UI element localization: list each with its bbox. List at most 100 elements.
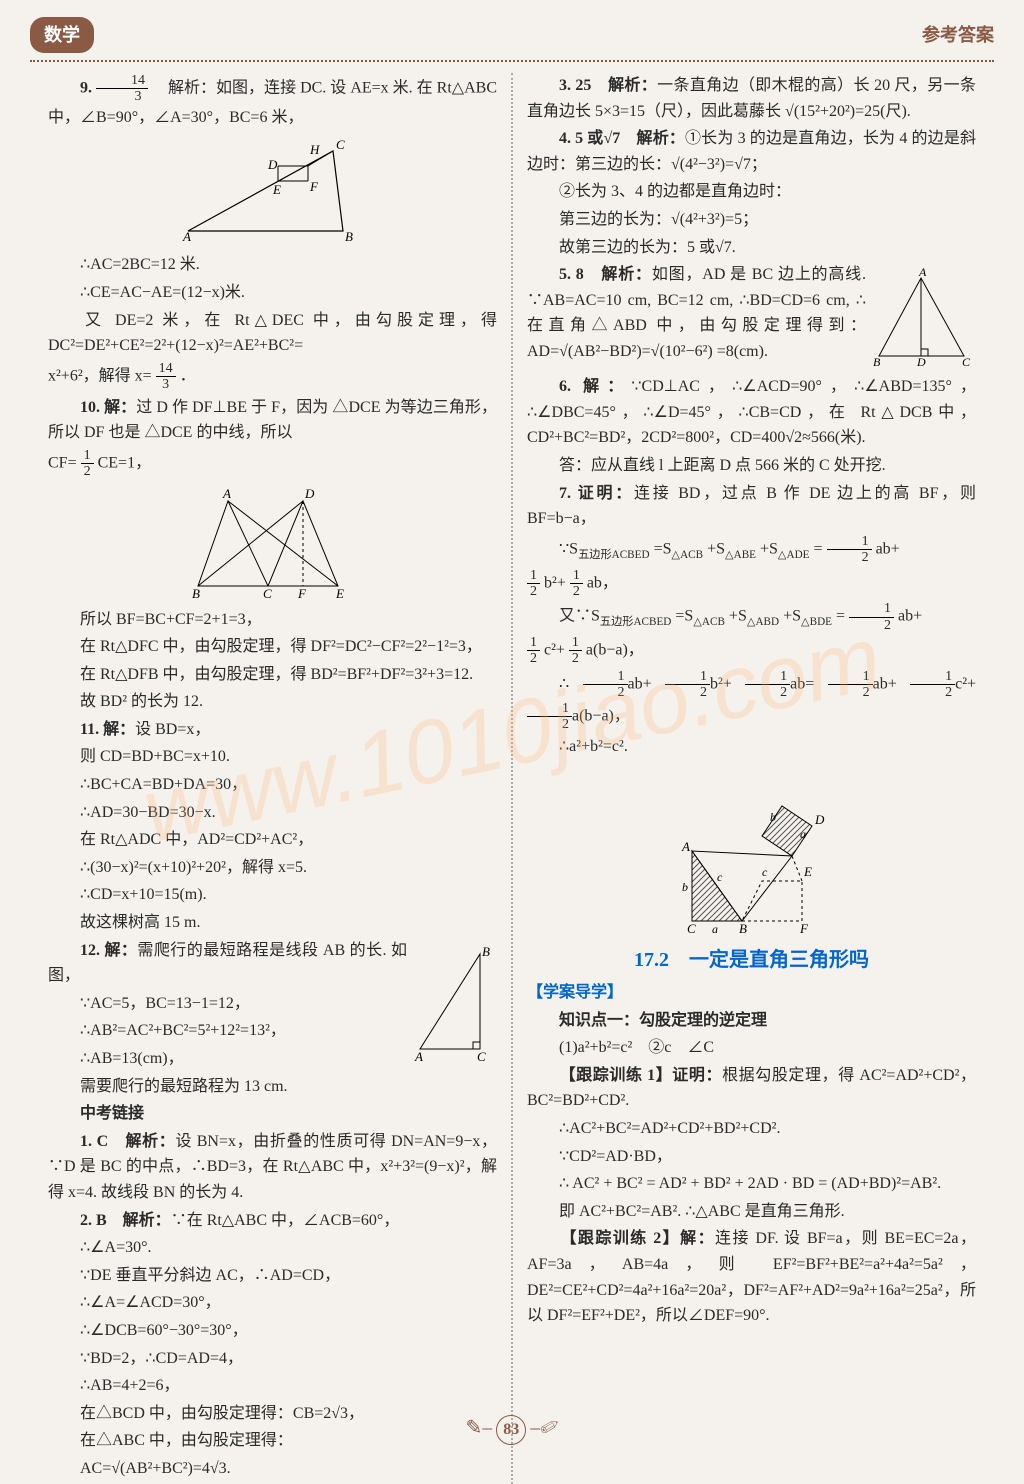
q6: 6. 解：∵CD⊥AC，∴∠ACD=90°，∴∠ABD=135°，∴∠DBC=4…	[527, 374, 976, 451]
svg-text:D: D	[916, 355, 926, 368]
zk2-p6: ∵BD=2，∴CD=AD=4，	[48, 1346, 497, 1372]
svg-text:B: B	[482, 944, 490, 959]
svg-text:b: b	[682, 880, 688, 894]
svg-text:E: E	[272, 182, 281, 197]
svg-text:C: C	[477, 1049, 486, 1064]
svg-text:A: A	[918, 268, 927, 279]
deco-left-icon: ✎⎯	[466, 1417, 493, 1439]
q4-p3: 第三边的长为：√(4²+3²)=5；	[527, 207, 976, 233]
q4-p2: ②长为 3、4 的边都是直角边时：	[527, 179, 976, 205]
zhongkao-title: 中考链接	[48, 1101, 497, 1127]
xadx: 【学案导学】	[527, 980, 976, 1006]
zk2-p7: ∴AB=4+2=6，	[48, 1373, 497, 1399]
left-column: 9. 143 解析：如图，连接 DC. 设 AE=x 米. 在 Rt△ABC 中…	[40, 73, 511, 1484]
q10-p4: 故 BD² 的长为 12.	[48, 689, 497, 715]
deco-right-icon: ⎯✐	[530, 1417, 558, 1439]
figure-q12: A C B	[407, 944, 497, 1096]
svg-text:F: F	[799, 921, 809, 936]
q12-p2: ∵AC=5，BC=13−1=12，	[48, 991, 407, 1017]
header-divider	[30, 60, 994, 63]
zk2-p2: ∴∠A=30°.	[48, 1235, 497, 1261]
svg-text:B: B	[873, 355, 881, 368]
q12-p4: ∴AB=13(cm)，	[48, 1046, 407, 1072]
svg-text:c: c	[717, 870, 723, 884]
q11-p2: 则 CD=BD+BC=x+10.	[48, 744, 497, 770]
q7-eq3: ∴ 12ab+ 12b²+ 12ab= 12ab+ 12c²+ 12a(b−a)…	[527, 669, 976, 733]
svg-text:A: A	[222, 486, 231, 501]
content-columns: 9. 143 解析：如图，连接 DC. 设 AE=x 米. 在 Rt△ABC 中…	[0, 73, 1024, 1484]
q10-p1: 所以 BF=BC+CF=2+1=3，	[48, 607, 497, 633]
svg-text:C: C	[687, 921, 696, 936]
q12: 12. 解：需爬行的最短路程是线段 AB 的长. 如图，	[48, 938, 407, 989]
zk2-p4: ∴∠A=∠ACD=30°，	[48, 1290, 497, 1316]
q9-line: 9. 143 解析：如图，连接 DC. 设 AE=x 米. 在 Rt△ABC 中…	[48, 73, 497, 130]
q9-l3: 又 DE=2 米，在 Rt△DEC 中，由勾股定理，得 DC²=DE²+CE²=…	[48, 308, 497, 359]
zsd1-p1: (1)a²+b²=c² ②c ∠C	[527, 1035, 976, 1061]
gz1-p3: ∵CD²=AD·BD，	[527, 1144, 976, 1170]
svg-text:D: D	[304, 486, 315, 501]
q11-p3: ∴BC+CA=BD+DA=30，	[48, 772, 497, 798]
q9-l2: ∴CE=AC−AE=(12−x)米.	[48, 280, 497, 306]
q10: 10. 解：过 D 作 DF⊥BE 于 F，因为 △DCE 为等边三角形，所以 …	[48, 395, 497, 446]
q9-l1: ∴AC=2BC=12 米.	[48, 252, 497, 278]
svg-text:b: b	[770, 810, 776, 824]
figure-q7: A C B F E D a b c c a b	[527, 766, 976, 936]
q11-p7: ∴CD=x+10=15(m).	[48, 882, 497, 908]
q6-ans: 答：应从直线 l 上距离 D 点 566 米的 C 处开挖.	[527, 453, 976, 479]
q10-p2: 在 Rt△DFC 中，由勾股定理，得 DF²=DC²−CF²=2²−1²=3，	[48, 634, 497, 660]
q11-p8: 故这棵树高 15 m.	[48, 910, 497, 936]
right-column: 3. 25 解析：一条直角边（即木棍的高）长 20 尺，另一条直角边长 5×3=…	[513, 73, 984, 1484]
gz1-p4: ∴ AC² + BC² = AD² + BD² + 2AD · BD = (AD…	[527, 1171, 976, 1197]
svg-text:D: D	[814, 812, 825, 827]
svg-text:F: F	[297, 586, 307, 601]
q7-eq1b: 12 b²+ 12 ab，	[527, 568, 976, 600]
q4-p4: 故第三边的长为：5 或√7.	[527, 235, 976, 261]
svg-text:A: A	[414, 1049, 423, 1064]
q11-p5: 在 Rt△ADC 中，AD²=CD²+AC²，	[48, 827, 497, 853]
svg-text:E: E	[803, 864, 812, 879]
q9-l4: x²+6²，解得 x= 143 ．	[48, 361, 497, 393]
gz1-p2: ∴AC²+BC²=AD²+CD²+BD²+CD².	[527, 1116, 976, 1142]
q7-eq2: 又∵S五边形ACBED =S△ACB +S△ABD +S△BDE = 12 ab…	[527, 601, 976, 633]
svg-text:C: C	[962, 355, 971, 368]
zsd1-title: 知识点一：勾股定理的逆定理	[527, 1008, 976, 1034]
svg-text:B: B	[345, 229, 353, 244]
svg-text:F: F	[309, 179, 319, 194]
q12-p3: ∴AB²=AC²+BC²=5²+12²=13²，	[48, 1018, 407, 1044]
gz2: 【跟踪训练 2】解：连接 DF. 设 BF=a，则 BE=EC=2a，AF=3a…	[527, 1226, 976, 1328]
zk1: 1. C 解析：设 BN=x，由折叠的性质可得 DN=AN=9−x，∵D 是 B…	[48, 1129, 497, 1206]
q4: 4. 5 或√7 解析：①长为 3 的边是直角边，长为 4 的边是斜边时：第三边…	[527, 126, 976, 177]
q5: 5. 8 解析：如图，AD 是 BC 边上的高线. ∵AB=AC=10 cm, …	[527, 262, 866, 364]
svg-text:B: B	[739, 921, 747, 936]
page-number: ✎⎯ 83 ⎯✐	[0, 1412, 1024, 1445]
q12-p5: 需要爬行的最短路程为 13 cm.	[48, 1074, 407, 1100]
zk2-p3: ∵DE 垂直平分斜边 AC，∴AD=CD，	[48, 1263, 497, 1289]
svg-text:a: a	[800, 827, 806, 841]
gz1-p5: 即 AC²+BC²=AB². ∴△ABC 是直角三角形.	[527, 1199, 976, 1225]
svg-text:C: C	[263, 586, 272, 601]
q10-cf: CF= 12 CE=1，	[48, 448, 497, 480]
figure-q5: A B D C	[866, 268, 976, 368]
q11: 11. 解：设 BD=x，	[48, 717, 497, 743]
svg-text:E: E	[335, 586, 344, 601]
page-number-value: 83	[496, 1415, 526, 1445]
figure-q10: A D B C F E	[48, 486, 497, 601]
q11-p6: ∴(30−x)²=(x+10)²+20²，解得 x=5.	[48, 855, 497, 881]
gz1: 【跟踪训练 1】证明：根据勾股定理，得 AC²=AD²+CD²，BC²=BD²+…	[527, 1063, 976, 1114]
header-right: 参考答案	[922, 21, 994, 50]
svg-text:D: D	[267, 157, 278, 172]
q7: 7. 证明：连接 BD，过点 B 作 DE 边上的高 BF，则 BF=b−a，	[527, 481, 976, 532]
q3: 3. 25 解析：一条直角边（即木棍的高）长 20 尺，另一条直角边长 5×3=…	[527, 73, 976, 124]
section-17-2-title: 17.2 一定是直角三角形吗	[527, 944, 976, 976]
zk2-p10: AC=√(AB²+BC²)=4√3.	[48, 1456, 497, 1482]
svg-text:C: C	[336, 137, 345, 152]
zk2-p5: ∴∠DCB=60°−30°=30°，	[48, 1318, 497, 1344]
svg-text:a: a	[712, 922, 718, 936]
q11-p4: ∴AD=30−BD=30−x.	[48, 800, 497, 826]
q7-conc: ∴a²+b²=c².	[527, 734, 976, 760]
svg-text:c: c	[762, 865, 768, 879]
q7-eq1: ∵S五边形ACBED =S△ACB +S△ABE +S△ADE = 12 ab+	[527, 534, 976, 566]
q7-eq2b: 12 c²+ 12 a(b−a)，	[527, 635, 976, 667]
zk2: 2. B 解析：∵在 Rt△ABC 中，∠ACB=60°，	[48, 1208, 497, 1234]
svg-text:B: B	[192, 586, 200, 601]
